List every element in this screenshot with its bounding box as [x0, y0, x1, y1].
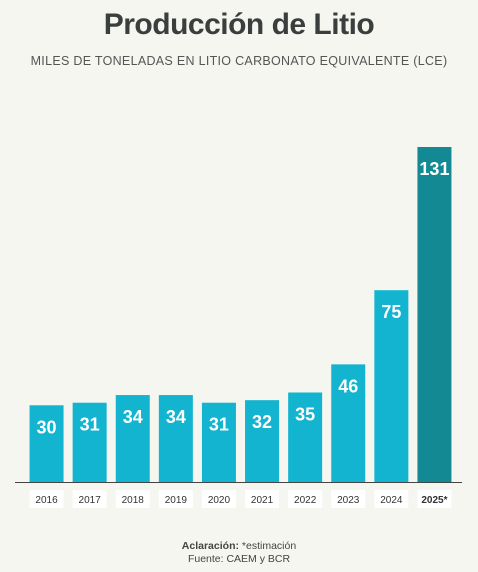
tick-label-2023: 2023 [337, 495, 360, 506]
data-label-2022: 35 [295, 404, 315, 424]
tick-box-2024 [374, 490, 409, 508]
tick-box-2025* [417, 490, 452, 508]
bar-2017 [72, 402, 107, 482]
data-label-2025*: 131 [419, 159, 449, 179]
source-text: Fuente: CAEM y BCR [187, 553, 291, 565]
tick-box-2023 [331, 490, 366, 508]
data-label-2019: 34 [166, 407, 186, 427]
chart-title: Producción de Litio [103, 8, 375, 41]
data-label-2018: 34 [123, 407, 143, 427]
tick-label-2024: 2024 [380, 495, 403, 506]
bar-2023 [331, 364, 366, 482]
bar-2022 [288, 392, 323, 482]
data-label-2016: 30 [37, 417, 57, 437]
tick-box-2016 [29, 490, 64, 508]
tick-box-2018 [115, 490, 150, 508]
tick-box-2020 [201, 490, 236, 508]
tick-box-2017 [72, 490, 107, 508]
tick-label-2025*: 2025* [421, 495, 447, 506]
note-text: *estimación [241, 540, 297, 552]
data-label-2023: 46 [338, 376, 358, 396]
bar-2025* [417, 147, 452, 482]
tick-label-2019: 2019 [165, 495, 188, 506]
bar-2024 [374, 290, 409, 482]
data-label-2021: 32 [252, 412, 272, 432]
tick-label-2021: 2021 [251, 495, 274, 506]
bar-2018 [115, 395, 150, 482]
data-label-2017: 31 [80, 415, 100, 435]
bar-2016 [29, 405, 64, 482]
tick-label-2016: 2016 [35, 495, 58, 506]
tick-label-2020: 2020 [208, 495, 231, 506]
tick-label-2022: 2022 [294, 495, 317, 506]
bar-2020 [201, 402, 236, 482]
note-label: Aclaración: [181, 540, 239, 552]
chart-subtitle: MILES DE TONELADAS EN LITIO CARBONATO EQ… [30, 54, 448, 68]
bar-2019 [158, 395, 193, 482]
footnote: Aclaración: *estimación Fuente: CAEM y B… [0, 540, 478, 566]
tick-box-2019 [158, 490, 193, 508]
tick-box-2022 [288, 490, 323, 508]
data-label-2024: 75 [381, 302, 401, 322]
data-label-2020: 31 [209, 415, 229, 435]
bar-2021 [245, 400, 280, 482]
tick-label-2017: 2017 [79, 495, 102, 506]
tick-box-2021 [245, 490, 280, 508]
tick-label-2018: 2018 [122, 495, 145, 506]
